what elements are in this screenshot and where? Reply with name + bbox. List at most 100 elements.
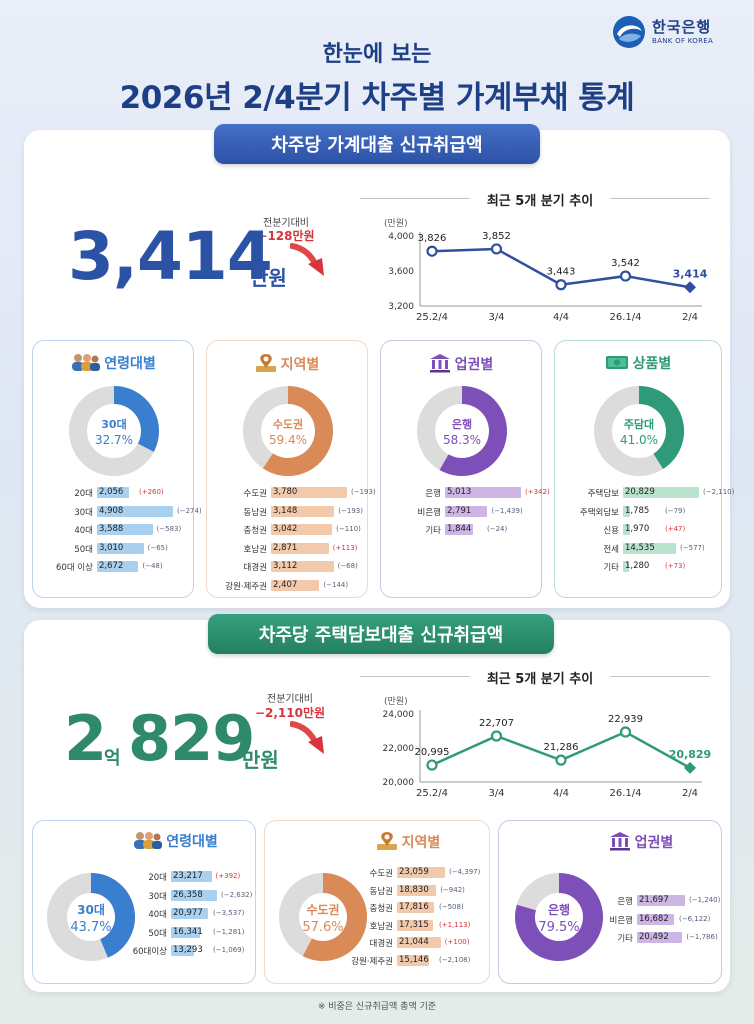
donut-slice	[262, 386, 333, 476]
row-value: 17,315	[399, 919, 429, 930]
donut-label: 30대	[101, 417, 126, 431]
row-value: 1,844	[447, 524, 472, 534]
row-value: 23,217	[173, 871, 203, 881]
value-bar	[637, 895, 685, 906]
value-bar	[623, 542, 677, 554]
divider-line	[360, 198, 470, 199]
x-tick-label: 4/4	[553, 312, 569, 323]
donut-label: 수도권	[306, 903, 339, 917]
data-point	[426, 245, 438, 257]
map-pin-icon	[255, 353, 277, 377]
row-change: (−24)	[487, 525, 508, 533]
donut-slice	[90, 873, 135, 958]
row-change: (−1,786)	[686, 933, 718, 941]
data-point	[490, 243, 503, 255]
row-label: 비은행	[417, 507, 441, 518]
share-donut-chart: 은행 58.3%	[417, 386, 507, 476]
bank-icon	[429, 353, 451, 377]
donut-label: 주담대	[624, 417, 654, 431]
share-donut-chart: 주담대 41.0%	[594, 386, 684, 476]
row-value: 3,112	[273, 561, 298, 571]
row-change: (−110)	[336, 525, 361, 533]
x-tick-label: 26.1/4	[610, 312, 642, 323]
y-axis-unit-label: (만원)	[384, 218, 408, 229]
row-label: 은행	[617, 897, 633, 907]
row-label: 충청권	[369, 904, 393, 915]
category-card: 업권별 은행 58.3% 은행 5,013 (+342) 비은행 2,791 (−1,439) 기…	[380, 340, 550, 598]
x-tick-label: 4/4	[553, 788, 569, 799]
share-donut-chart: 은행 79.5%	[515, 873, 603, 961]
value-bar	[397, 902, 435, 914]
row-label: 대경권	[369, 939, 393, 950]
row-value: 1,785	[625, 505, 650, 516]
divider-line	[610, 676, 710, 677]
row-change: (−1,281)	[213, 927, 245, 936]
bank-of-korea-logo: 한국은행 BANK OF KOREA	[612, 14, 742, 50]
category-title-text: 업권별	[454, 357, 494, 373]
data-point	[619, 726, 632, 738]
row-value: 20,829	[625, 487, 655, 497]
donut-value: 58.3%	[443, 433, 481, 447]
row-label: 60대 이상	[56, 563, 93, 573]
value-bar	[623, 487, 699, 498]
data-point	[555, 754, 567, 766]
category-card: 지역별 수도권 59.4% 수도권 3,780 (−193) 동남권 3,148 (−193) 충…	[206, 340, 376, 598]
people-icon	[70, 353, 101, 375]
y-axis-unit-label: (만원)	[384, 696, 408, 707]
row-change: (+47)	[665, 525, 686, 533]
row-value: 17,816	[399, 902, 429, 913]
row-label: 기타	[425, 526, 441, 536]
value-bar	[637, 913, 674, 925]
page-title: 2026년 2/4분기 차주별 가계부채 통계	[119, 80, 635, 116]
category-title: 연령대별	[33, 353, 193, 375]
row-label: 기타	[617, 934, 633, 944]
row-value: 15,146	[399, 955, 429, 965]
value-bar	[397, 919, 434, 931]
big-unit: 만원	[242, 748, 279, 772]
x-tick-label: 3/4	[488, 788, 504, 799]
row-value: 3,780	[273, 487, 298, 497]
data-label: 3,443	[547, 267, 576, 278]
row-label: 20대	[148, 873, 167, 883]
row-value: 2,672	[99, 561, 124, 571]
row-value: 26,358	[173, 889, 203, 900]
row-change: (−68)	[337, 562, 358, 570]
row-value: 3,010	[99, 542, 124, 553]
value-bar	[623, 561, 629, 572]
data-point	[490, 730, 503, 742]
row-value: 1,970	[625, 524, 650, 534]
category-title: 지역별	[207, 353, 367, 377]
row-value: 23,059	[399, 867, 429, 877]
row-label: 60대이상	[132, 947, 167, 957]
x-tick-label: 26.1/4	[610, 788, 642, 799]
donut-slice	[302, 873, 367, 961]
category-card: 지역별 수도권 57.6% 수도권 23,059 (−4,397) 동남권 18,830 (−9…	[264, 820, 490, 984]
category-title: 업권별	[381, 353, 541, 377]
mortgage-loan-panel: 차주당 주택담보대출 신규취급액 전분기대비 −2,110만원 2 억 829 …	[24, 614, 730, 992]
value-bar	[171, 871, 212, 882]
value-bar	[271, 524, 333, 535]
row-label: 강원·제주권	[225, 581, 267, 592]
row-label: 동남권	[243, 507, 267, 518]
value-bar	[623, 505, 630, 517]
data-label: 22,939	[608, 714, 643, 725]
row-label: 충청권	[243, 526, 267, 536]
row-change: (−2,108)	[439, 956, 471, 964]
donut-value: 43.7%	[70, 920, 111, 935]
category-title: 연령대별	[93, 831, 257, 853]
data-point	[555, 279, 567, 291]
row-label: 50대	[148, 928, 167, 939]
trend-title: 최근 5개 분기 추이	[486, 194, 594, 209]
value-bar	[97, 542, 144, 554]
value-bar	[271, 542, 329, 554]
x-tick-label: 2/4	[682, 312, 698, 323]
value-bar	[171, 908, 208, 919]
row-label: 호남권	[243, 544, 267, 555]
row-change: (−2,632)	[221, 890, 253, 899]
section-title-pill: 차주당 가계대출 신규취급액	[214, 124, 540, 164]
value-bar	[97, 524, 153, 535]
row-label: 주택담보	[587, 489, 619, 499]
row-value: 21,044	[399, 937, 429, 948]
category-card: 상품별 주담대 41.0% 주택담보 20,829 (−2,110) 주택외담보 1,785 (…	[554, 340, 734, 598]
value-bar	[171, 889, 217, 901]
